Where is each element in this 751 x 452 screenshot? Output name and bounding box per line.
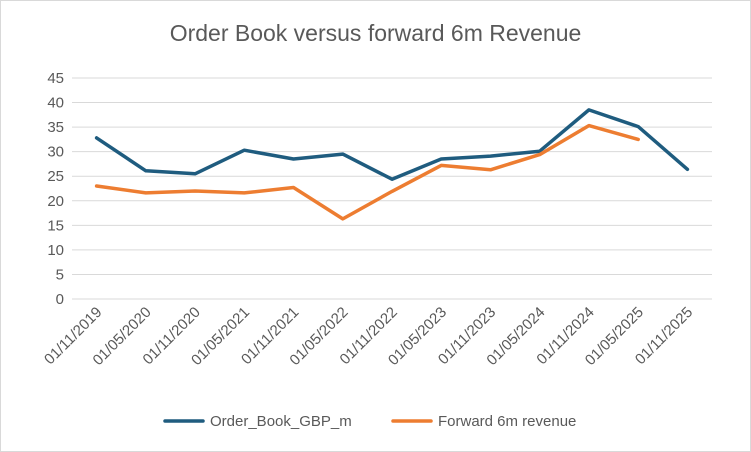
legend: Order_Book_GBP_m Forward 6m revenue [163,413,576,430]
gridlines [72,77,712,300]
y-tick-label: 0 [56,291,64,308]
series-line-forward-revenue [94,123,640,221]
y-tick-label: 15 [47,217,64,234]
y-tick-label: 35 [47,119,64,136]
y-tick-label: 5 [56,266,64,283]
legend-label-0: Order_Book_GBP_m [210,413,352,430]
y-tick-label: 20 [47,193,64,210]
series-line-order-book [94,108,690,181]
y-tick-label: 25 [47,168,64,185]
y-tick-label: 40 [47,95,64,112]
y-axis-ticks: 0 5 10 15 20 25 30 35 40 45 [47,70,64,308]
y-tick-label: 45 [47,70,64,87]
legend-label-1: Forward 6m revenue [438,413,576,430]
chart-title: Order Book versus forward 6m Revenue [169,20,582,46]
series-lines [94,108,690,221]
x-axis-ticks: 01/11/201901/05/202001/11/202001/05/2021… [41,304,696,369]
y-tick-label: 30 [47,144,64,161]
y-tick-label: 10 [47,242,64,259]
